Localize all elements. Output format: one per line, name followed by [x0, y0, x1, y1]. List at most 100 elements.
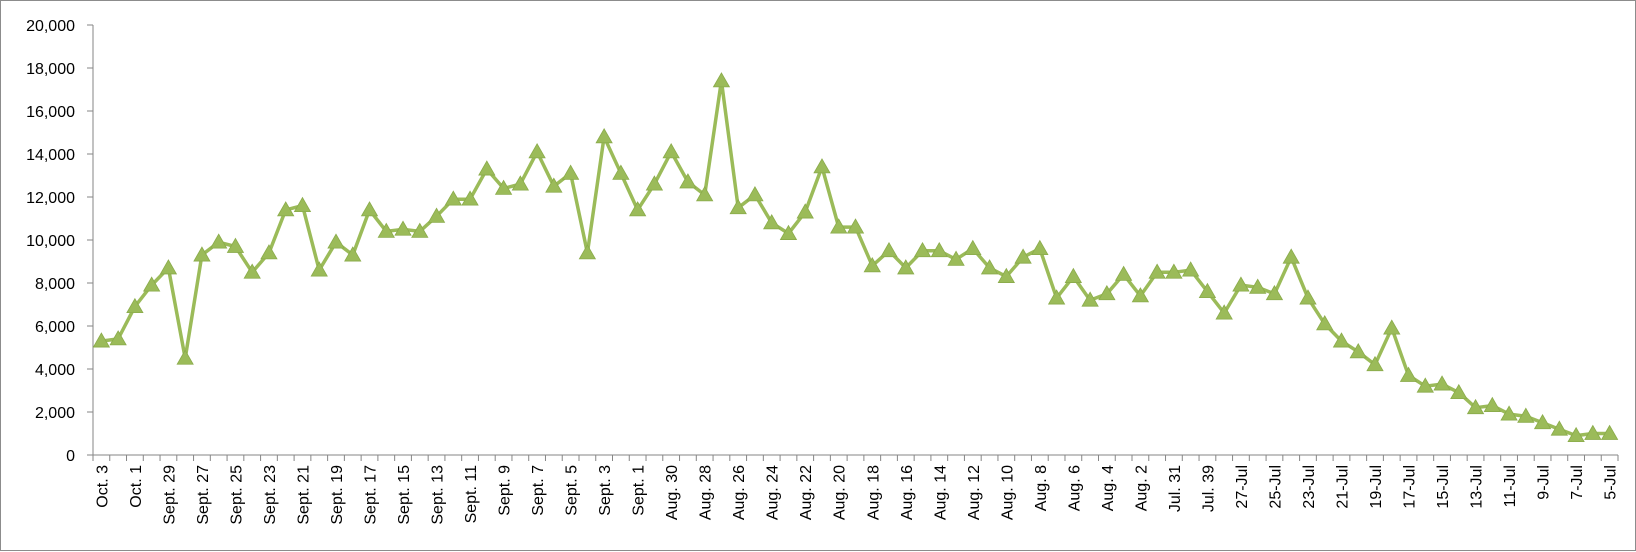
x-tick-label: Sept. 9: [497, 465, 514, 516]
data-point-marker: [1165, 263, 1183, 279]
y-tick-label: 16,000: [26, 104, 75, 121]
data-point-marker: [1500, 405, 1518, 421]
x-tick-label: 17-Jul: [1402, 465, 1419, 509]
data-point-marker: [796, 203, 814, 219]
data-point-marker: [628, 201, 647, 217]
data-point-marker: [1416, 377, 1434, 393]
x-tick-label: 25-Jul: [1267, 465, 1284, 509]
y-tick-label: 4,000: [35, 362, 75, 379]
data-point-marker: [830, 218, 848, 234]
data-point-marker: [193, 246, 211, 262]
data-point-marker: [1265, 284, 1284, 301]
data-point-marker: [1131, 287, 1150, 303]
data-point-marker: [662, 143, 680, 159]
x-tick-label: Sept. 11: [463, 465, 480, 524]
x-tick-label: 15-Jul: [1435, 465, 1452, 509]
x-tick-label: Sept. 21: [295, 465, 312, 525]
data-point-marker: [394, 220, 412, 236]
x-tick-label: Aug. 20: [832, 465, 849, 520]
data-point-marker: [897, 259, 915, 275]
x-tick-label: Aug. 2: [1133, 465, 1150, 511]
x-tick-label: 23-Jul: [1301, 465, 1318, 509]
data-point-marker: [494, 179, 513, 195]
data-point-marker: [695, 186, 714, 202]
data-point-marker: [478, 160, 496, 176]
data-point-marker: [1198, 282, 1217, 299]
data-point-marker: [846, 218, 865, 234]
data-point-marker: [327, 233, 345, 249]
data-point-marker: [1383, 319, 1401, 335]
data-point-marker: [277, 201, 295, 217]
data-point-marker: [142, 276, 161, 292]
data-point-marker: [980, 259, 999, 275]
data-point-marker: [1047, 289, 1066, 305]
data-point-marker: [561, 164, 580, 180]
data-point-marker: [461, 190, 479, 206]
x-tick-label: 19-Jul: [1368, 465, 1385, 509]
data-point-marker: [746, 186, 764, 202]
data-point-marker: [427, 207, 446, 223]
data-point-marker: [1399, 366, 1418, 382]
data-point-marker: [243, 263, 261, 279]
data-point-marker: [1550, 420, 1569, 436]
data-point-marker: [1232, 276, 1250, 292]
data-point-marker: [1299, 289, 1317, 305]
y-tick-label: 18,000: [26, 61, 75, 78]
data-point-marker: [1014, 248, 1032, 264]
data-point-marker: [763, 213, 781, 230]
data-point-marker: [360, 201, 379, 217]
y-tick-label: 2,000: [35, 405, 75, 422]
x-axis: Oct. 3 Oct. 1 Sept. 29 Sept. 27 Sept. 25 Sept…: [92, 454, 1620, 525]
data-point-marker: [679, 173, 697, 189]
y-tick-label: 14,000: [26, 147, 75, 164]
data-point-marker: [293, 196, 312, 213]
x-tick-label: Oct. 3: [94, 465, 111, 508]
data-point-marker: [1466, 398, 1485, 415]
data-point-marker: [1215, 304, 1233, 320]
x-tick-label: Sept. 29: [161, 465, 178, 525]
x-tick-label: 27-Jul: [1234, 465, 1251, 509]
data-point-marker: [92, 332, 111, 348]
x-tick-label: Oct. 1: [128, 465, 145, 508]
x-tick-label: Sept. 23: [262, 465, 279, 525]
data-point-marker: [1249, 278, 1267, 294]
x-tick-label: Aug. 18: [865, 465, 882, 520]
data-point-marker: [1433, 375, 1451, 391]
data-point-marker: [997, 267, 1016, 283]
y-tick-label: 8,000: [35, 276, 75, 293]
data-point-marker: [209, 233, 228, 249]
data-point-marker: [260, 244, 278, 260]
x-tick-label: 13-Jul: [1469, 465, 1486, 509]
data-point-marker: [344, 246, 362, 262]
y-tick-label: 6,000: [35, 319, 75, 336]
y-tick-label: 10,000: [26, 233, 75, 250]
data-point-marker: [1098, 284, 1116, 301]
x-tick-label: Aug. 22: [798, 465, 815, 520]
data-point-marker: [444, 190, 462, 206]
data-point-marker: [1517, 407, 1535, 423]
x-tick-label: 21-Jul: [1334, 465, 1351, 509]
data-point-marker: [1332, 332, 1351, 348]
x-tick-label: Sept. 25: [228, 465, 245, 525]
data-point-marker: [813, 158, 831, 174]
x-tick-label: Aug. 16: [899, 465, 916, 520]
data-point-marker: [176, 349, 194, 365]
data-point-marker: [578, 244, 597, 260]
x-tick-label: 7-Jul: [1569, 465, 1586, 500]
data-point-marker: [1114, 265, 1133, 281]
data-point-marker: [712, 72, 731, 88]
data-point-marker: [863, 256, 881, 273]
x-tick-label: Aug. 30: [664, 465, 681, 520]
x-tick-label: 5-Jul: [1603, 465, 1620, 500]
data-point-marker: [310, 261, 328, 277]
x-tick-label: Aug. 10: [999, 465, 1016, 520]
data-point-marker: [226, 237, 245, 253]
x-tick-label: Sept. 3: [597, 465, 614, 516]
data-point-marker: [1081, 291, 1099, 307]
data-point-marker: [645, 175, 664, 191]
y-tick-label: 12,000: [26, 190, 75, 207]
data-point-marker: [528, 143, 546, 159]
data-point-marker: [947, 250, 965, 266]
x-tick-label: Sept. 17: [363, 465, 380, 525]
